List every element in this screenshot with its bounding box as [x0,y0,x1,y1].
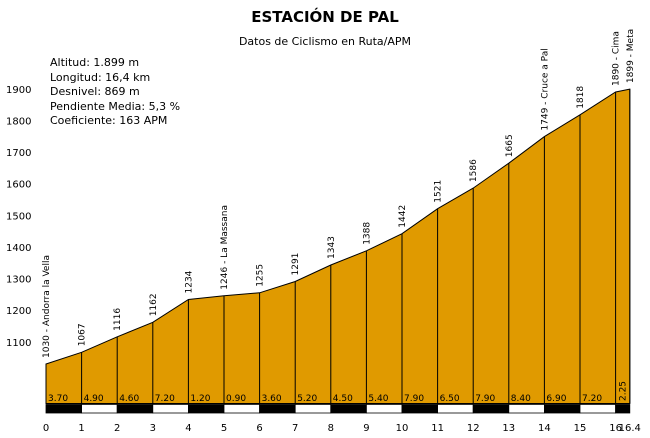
y-tick-label: 1100 [6,338,31,349]
elevation-label: 1291 [291,253,301,276]
x-tick-label: 10 [396,423,409,434]
gradient-label: 2.25 [619,381,629,401]
chart-title: ESTACIÓN DE PAL [251,8,399,26]
x-tick-label: 6 [256,423,262,434]
x-tick-label: 16 [609,423,622,434]
elevation-label: 1067 [78,323,88,346]
elevation-label: 1030 - Andorra la Vella [42,255,52,358]
elevation-label: 1388 [362,222,372,245]
chart-subtitle: Datos de Ciclismo en Ruta/APM [238,35,412,48]
km-bar-segment [81,404,118,414]
x-tick-label: 13 [502,423,515,434]
elevation-label: 1749 - Cruce a Pal [540,48,550,130]
elevation-label: 1234 [184,270,194,293]
x-tick-label: 11 [431,423,444,434]
x-tick-label: 7 [292,423,298,434]
gradient-label: 7.20 [582,394,602,404]
y-tick-label: 1800 [6,117,31,128]
elevation-label: 1246 - La Massana [220,205,230,290]
y-tick-label: 1500 [6,211,31,222]
x-tick-label: 4 [185,423,191,434]
gradient-label: 3.60 [262,394,282,404]
gradient-label: 3.70 [48,394,68,404]
gradient-label: 5.40 [368,394,388,404]
stat-pendiente: Pendiente Media: 5,3 % [50,99,181,113]
km-bar-segment [330,404,367,414]
stats-box: Altitud: 1.899 m Longitud: 16,4 km Desni… [50,56,180,129]
x-tick-label: 9 [363,423,369,434]
x-tick-label: 3 [150,423,156,434]
km-bar-segment [152,404,189,414]
gradient-label: 5.20 [297,394,317,404]
x-tick-label: 16.4 [619,423,641,434]
gradient-label: 6.50 [440,394,460,404]
elevation-label: 1255 [256,264,266,287]
gradient-label: 4.60 [119,394,139,404]
gradient-label: 4.90 [84,394,104,404]
elevation-label: 1343 [327,236,337,259]
y-tick-label: 1300 [6,275,31,286]
elevation-label: 1890 - Cima [612,31,622,86]
km-bar-segment [365,404,403,414]
km-bar-segment [615,404,631,414]
stat-coeficiente: Coeficiente: 163 APM [50,114,168,127]
gradient-label: 6.90 [546,394,566,404]
gradient-label: 4.50 [333,394,353,404]
km-bar-segment [294,404,332,414]
y-tick-label: 1600 [6,180,31,191]
gradient-label: 7.90 [475,394,495,404]
x-tick-label: 1 [78,423,84,434]
elevation-label: 1665 [505,134,515,157]
gradient-label: 7.20 [155,394,175,404]
x-tick-label: 15 [574,423,587,434]
elevation-label: 1818 [576,86,586,109]
km-bar-segment [437,404,474,414]
km-bar-segment [187,404,225,414]
elevation-label: 1442 [398,205,408,228]
km-bar-segment [472,404,510,414]
gradient-label: 8.40 [511,394,531,404]
elevation-label: 1521 [434,180,444,203]
km-bar-segment [508,404,545,414]
y-tick-label: 1200 [6,306,31,317]
gradient-label: 1.20 [190,394,210,404]
x-tick-label: 8 [328,423,334,434]
profile-area [45,88,631,404]
km-bar-segment [259,404,296,414]
stat-longitud: Longitud: 16,4 km [50,70,151,84]
x-tick-label: 0 [43,423,49,434]
elevation-label: 1116 [113,308,123,331]
km-bar-segment [223,404,260,414]
stat-desnivel: Desnivel: 869 m [50,85,140,98]
gradient-label: 7.90 [404,394,424,404]
km-bar-segment [579,404,616,414]
elevation-label: 1586 [469,159,479,182]
x-tick-label: 2 [114,423,120,434]
gradient-label: 0.90 [226,394,246,404]
km-bar-segment [45,404,82,414]
stat-altitud: Altitud: 1.899 m [50,56,140,69]
x-tick-label: 14 [538,423,551,434]
km-bar-segment [544,404,581,414]
y-tick-label: 1400 [6,243,31,254]
km-bar-segment [116,404,154,414]
y-tick-label: 1900 [6,85,31,96]
x-tick-label: 5 [221,423,227,434]
y-tick-label: 1700 [6,148,31,159]
elevation-label: 1162 [149,293,159,316]
km-bar-segment [401,404,438,414]
elevation-label: 1899 - Meta [626,29,636,83]
x-tick-label: 12 [467,423,480,434]
